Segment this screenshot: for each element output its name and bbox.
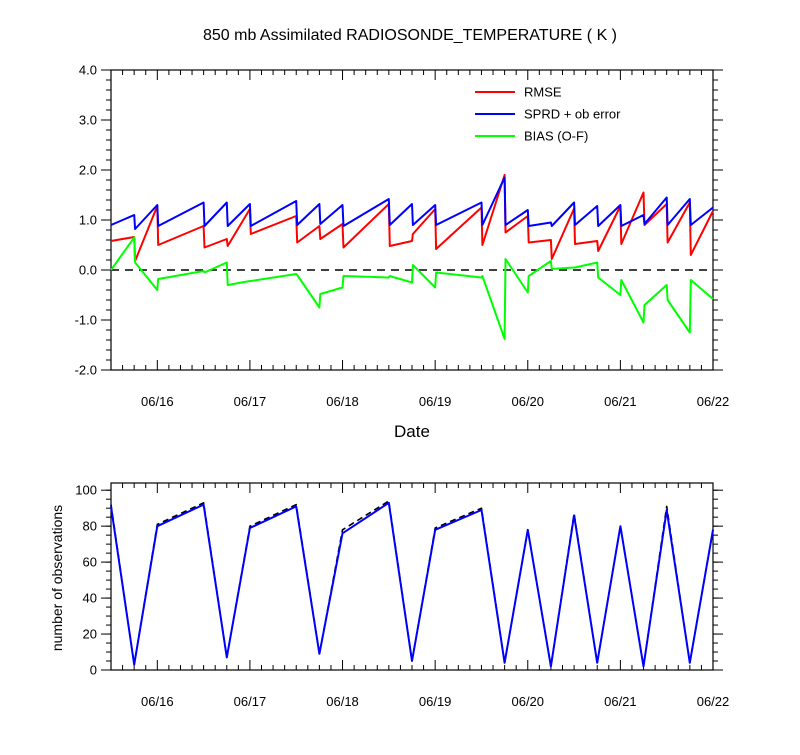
upper-chart-panel: 4.0 3.0 2.0 1.0 0.0 -1.0 -2.0 06/16 06/17 06/18 06… — [75, 63, 730, 410]
lower-chart-panel: 100 80 60 40 20 0 06/16 06/17 06/18 06/19 06/20 06/… — [75, 482, 730, 709]
y-tick-label: 100 — [75, 483, 97, 498]
x-tick-label: 06/21 — [604, 394, 637, 409]
x-tick-label: 06/19 — [419, 394, 452, 409]
series-line-sprd-ob-error — [110, 176, 714, 230]
x-tick-label: 06/22 — [697, 394, 730, 409]
x-tick-label: 06/20 — [511, 694, 544, 709]
legend-label: BIAS (O-F) — [524, 129, 588, 144]
x-tick-label: 06/22 — [697, 694, 730, 709]
x-tick-label: 06/18 — [326, 394, 359, 409]
x-tick-label: 06/21 — [604, 694, 637, 709]
y-tick-label: 20 — [83, 627, 97, 642]
x-tick-label: 06/17 — [234, 694, 267, 709]
series-line-observations-dashed — [110, 500, 714, 668]
x-tick-label: 06/16 — [141, 394, 174, 409]
y-tick-label: -1.0 — [75, 313, 97, 328]
x-axis-label: Date — [394, 422, 430, 441]
plot-frame — [110, 482, 714, 671]
chart-title: 850 mb Assimilated RADIOSONDE_TEMPERATUR… — [203, 27, 617, 44]
x-tick-label: 06/17 — [234, 394, 267, 409]
y-axis-label-observations: number of observations — [49, 505, 65, 651]
series-line-observations — [110, 501, 714, 668]
y-tick-label: 2.0 — [79, 163, 97, 178]
x-tick-label: 06/20 — [511, 394, 544, 409]
y-tick-label: 4.0 — [79, 63, 97, 78]
legend-label: RMSE — [524, 85, 562, 100]
y-tick-label: 0 — [90, 663, 97, 678]
y-tick-label: 3.0 — [79, 113, 97, 128]
series-line-bias-o-f — [110, 236, 714, 340]
series-line-rmse — [110, 174, 714, 262]
y-tick-label: 1.0 — [79, 213, 97, 228]
y-tick-label: 40 — [83, 591, 97, 606]
x-tick-label: 06/16 — [141, 694, 174, 709]
legend-label: SPRD + ob error — [524, 107, 621, 122]
y-tick-label: 60 — [83, 555, 97, 570]
x-tick-label: 06/19 — [419, 694, 452, 709]
y-tick-label: -2.0 — [75, 363, 97, 378]
y-tick-label: 0.0 — [79, 263, 97, 278]
x-tick-label: 06/18 — [326, 694, 359, 709]
y-tick-label: 80 — [83, 519, 97, 534]
